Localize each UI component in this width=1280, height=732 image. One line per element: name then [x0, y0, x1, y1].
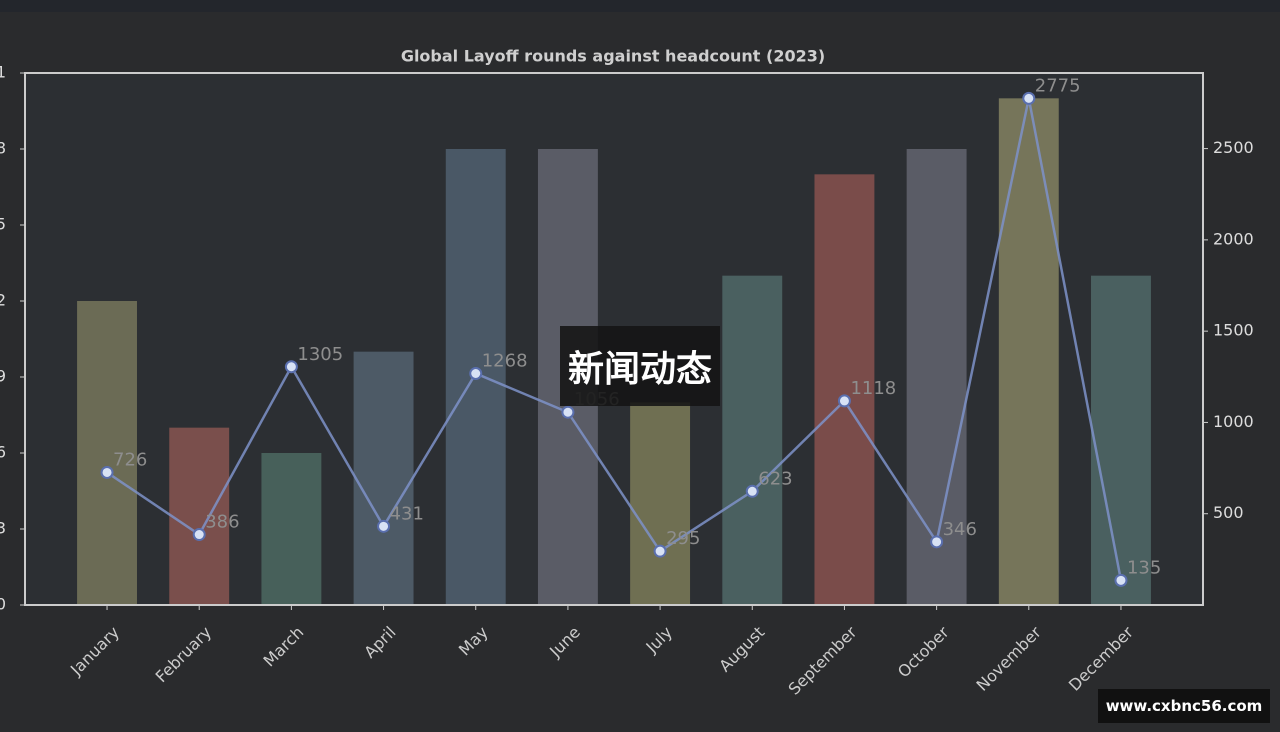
- y2-tick-label: 2000: [1213, 229, 1254, 248]
- x-tick-label: December: [1065, 622, 1137, 694]
- y-tick-label: 15: [0, 215, 6, 234]
- data-label: 431: [390, 503, 424, 524]
- marker: [1114, 573, 1128, 587]
- line: [106, 98, 1123, 581]
- data-label: 2775: [1035, 75, 1081, 96]
- marker: [100, 465, 114, 479]
- bar: [906, 149, 967, 605]
- y-tick-label: 3: [0, 519, 6, 538]
- bar: [722, 275, 783, 605]
- bar: [353, 351, 414, 605]
- overlay-text: 新闻动态: [560, 326, 720, 406]
- top-strip: [0, 0, 1280, 12]
- marker: [377, 519, 391, 533]
- bar: [1091, 275, 1151, 605]
- y2-tick-label: 500: [1213, 503, 1244, 522]
- bar: [77, 301, 137, 605]
- y-tick-label: 18: [0, 139, 6, 158]
- data-label: 1118: [850, 378, 896, 399]
- bar: [814, 174, 875, 606]
- y-tick-label: 0: [0, 595, 6, 614]
- y-tick-label: 12: [0, 291, 6, 310]
- marker: [284, 360, 298, 374]
- bar: [630, 402, 691, 605]
- x-tick-label: March: [259, 623, 307, 671]
- marker: [561, 405, 575, 419]
- data-label: 135: [1127, 557, 1161, 578]
- y2-tick-label: 1500: [1213, 321, 1254, 340]
- bar: [261, 453, 322, 605]
- bar: [998, 98, 1059, 605]
- data-label: 1268: [482, 351, 528, 372]
- x-tick-label: September: [784, 622, 860, 698]
- data-label: 726: [113, 449, 147, 470]
- marker: [837, 394, 851, 408]
- x-tick-label: July: [642, 623, 676, 657]
- x-tick-label: August: [715, 623, 768, 676]
- data-label: 1305: [297, 344, 343, 365]
- marker: [469, 367, 483, 381]
- marker: [653, 544, 667, 558]
- data-label: 623: [758, 468, 792, 489]
- y2-tick-label: 2500: [1213, 138, 1254, 157]
- x-tick-label: April: [360, 623, 399, 662]
- x-tick-label: October: [894, 622, 953, 681]
- y-tick-label: 21: [0, 63, 6, 82]
- marker: [930, 535, 944, 549]
- data-label: 295: [666, 528, 700, 549]
- watermark: www.cxbnc56.com: [1098, 689, 1270, 723]
- data-label: 386: [205, 512, 239, 533]
- data-label: 346: [943, 519, 977, 540]
- x-tick-label: November: [973, 622, 1046, 695]
- plot-frame: [24, 72, 1204, 606]
- x-tick-label: June: [545, 623, 584, 662]
- marker: [1022, 91, 1036, 105]
- x-tick-label: February: [152, 623, 216, 687]
- x-tick-label: January: [66, 623, 123, 680]
- bar: [169, 427, 230, 605]
- y-tick-label: 9: [0, 367, 6, 386]
- x-tick-label: May: [455, 623, 492, 660]
- y-tick-label: 6: [0, 443, 6, 462]
- marker: [745, 484, 759, 498]
- chart-title: Global Layoff rounds against headcount (…: [401, 47, 825, 66]
- marker: [192, 528, 206, 542]
- y2-tick-label: 1000: [1213, 412, 1254, 431]
